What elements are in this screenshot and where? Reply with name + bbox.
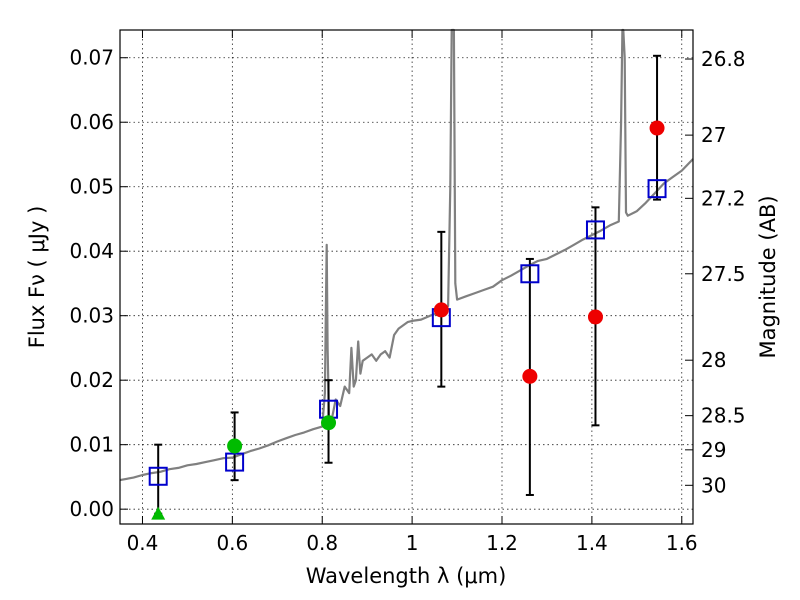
plot-background [120,30,693,524]
model-photometry-point [520,264,540,284]
y-tick-label: 0.06 [69,110,114,134]
y-tick-label: 0.02 [69,368,114,392]
x-tick-label: 1 [406,531,419,555]
model-photometry-point [647,179,667,199]
right-tick-label: 28.5 [701,404,746,428]
observed-point [587,309,603,325]
plot-frame [119,29,694,525]
right-tick-label: 27.2 [701,186,746,210]
model-photometry-point [585,220,605,240]
observed-point [321,415,337,431]
y-tick-label: 0.07 [69,46,114,70]
x-tick-label: 1.6 [666,531,698,555]
observed-point [433,302,449,318]
x-tick-label: 1.4 [576,531,608,555]
x-tick-label: 0.8 [306,531,338,555]
right-tick-label: 30 [701,473,726,497]
right-tick-label: 28 [701,348,726,372]
sed-model-series [119,28,694,482]
y-tick-label: 0.05 [69,175,114,199]
model-photometry-point [148,466,168,486]
right-tick-label: 26.8 [701,47,746,71]
model-photometry-point [225,452,245,472]
axis-ticks [120,30,693,524]
right-tick-label: 27 [701,123,726,147]
x-tick-label: 0.4 [127,531,159,555]
y-tick-label: 0.00 [69,497,114,521]
upper-limit-point [151,506,166,520]
y-tick-label: 0.03 [69,304,114,328]
right-axis-label: Magnitude (AB) [756,195,780,358]
x-tick-label: 1.2 [486,531,518,555]
tick-labels: 0.4 0.6 0.8 1 1.2 1.4 1.6 0.00 0.01 0.02 0.03 0.04 0… [69,46,745,555]
observed-point [649,120,665,136]
y-axis-label: Flux Fν ( μJy ) [25,206,49,349]
data-markers [148,120,667,520]
x-axis-label: Wavelength λ (μm) [306,564,507,588]
right-tick-label: 29 [701,438,726,462]
x-tick-label: 0.6 [216,531,248,555]
sed-model-line [119,28,694,482]
observed-point [522,368,538,384]
y-tick-label: 0.01 [69,433,114,457]
right-tick-label: 27.5 [701,262,746,286]
y-tick-label: 0.04 [69,239,114,263]
observed-point [227,438,243,454]
grid-lines [120,30,693,524]
